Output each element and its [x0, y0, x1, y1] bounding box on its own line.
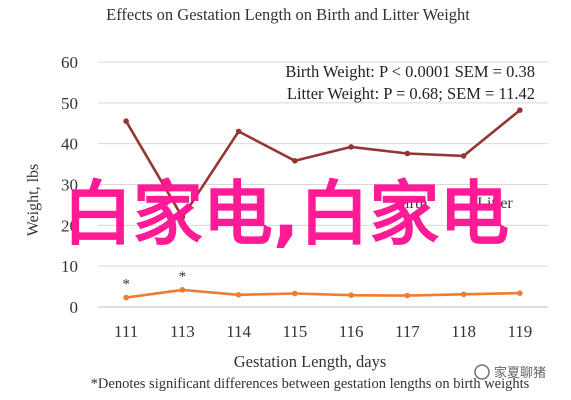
significance-markers: * *: [122, 269, 186, 293]
legend-birth: Birth: [395, 195, 428, 212]
significance-marker: *: [122, 277, 130, 293]
series-layer: [123, 107, 523, 301]
x-tick-label: 113: [170, 322, 195, 341]
y-tick-label: 20: [61, 216, 78, 235]
y-tick-labels: 0 10 20 30 40 50 60: [61, 53, 78, 317]
data-point-litter: [179, 214, 186, 220]
brand-text: 家夏聊猪: [494, 365, 546, 381]
x-axis-label: Gestation Length, days: [234, 352, 387, 371]
data-point-litter: [123, 118, 129, 125]
data-point-litter: [348, 144, 354, 150]
y-tick-label: 40: [61, 135, 78, 154]
watermark-text: 白家电,白家电: [63, 173, 510, 255]
data-point-birth: [404, 292, 411, 299]
x-tick-label: 111: [114, 322, 138, 341]
x-tick-label: 118: [451, 322, 476, 341]
x-tick-label: 117: [395, 322, 420, 341]
data-point-birth: [348, 292, 354, 298]
data-point-litter: [404, 150, 411, 157]
y-axis-label: Weight, lbs: [25, 164, 42, 236]
series-line-litter: [124, 109, 521, 219]
data-point-litter: [292, 158, 298, 164]
y-tick-label: 10: [61, 257, 78, 276]
data-point-litter: [235, 128, 242, 135]
data-point-birth: [123, 294, 129, 301]
legend-litter: Litter: [477, 195, 513, 212]
y-tick-label: 60: [61, 53, 78, 72]
x-tick-label: 116: [339, 322, 364, 341]
y-tick-label: 30: [61, 176, 78, 195]
chart-title: Effects on Gestation Length on Birth and…: [106, 5, 470, 24]
significance-marker: *: [179, 269, 187, 285]
y-tick-label: 0: [70, 298, 79, 317]
series-line-birth: [125, 288, 520, 299]
data-point-birth: [292, 290, 298, 297]
gridlines: [98, 61, 548, 308]
y-tick-label: 50: [61, 94, 78, 113]
annotation-birth-weight: Birth Weight: P < 0.0001 SEM = 0.38: [285, 62, 535, 81]
x-tick-label: 115: [282, 322, 307, 341]
brand-badge: 家夏聊猪: [474, 364, 546, 381]
x-tick-label: 119: [507, 322, 532, 341]
data-point-birth: [235, 291, 242, 298]
annotation-litter-weight: Litter Weight: P = 0.68; SEM = 11.42: [287, 84, 535, 103]
data-point-birth: [460, 291, 467, 298]
footnote: *Denotes significant differences between…: [91, 376, 530, 392]
brand-icon: [474, 364, 490, 380]
x-tick-labels: 111 113 114 115 116 117 118 119: [114, 322, 532, 341]
data-point-birth: [179, 287, 186, 293]
x-tick-label: 114: [226, 322, 251, 341]
data-point-birth: [517, 290, 523, 296]
data-point-litter: [517, 107, 523, 113]
data-point-litter: [460, 153, 467, 159]
